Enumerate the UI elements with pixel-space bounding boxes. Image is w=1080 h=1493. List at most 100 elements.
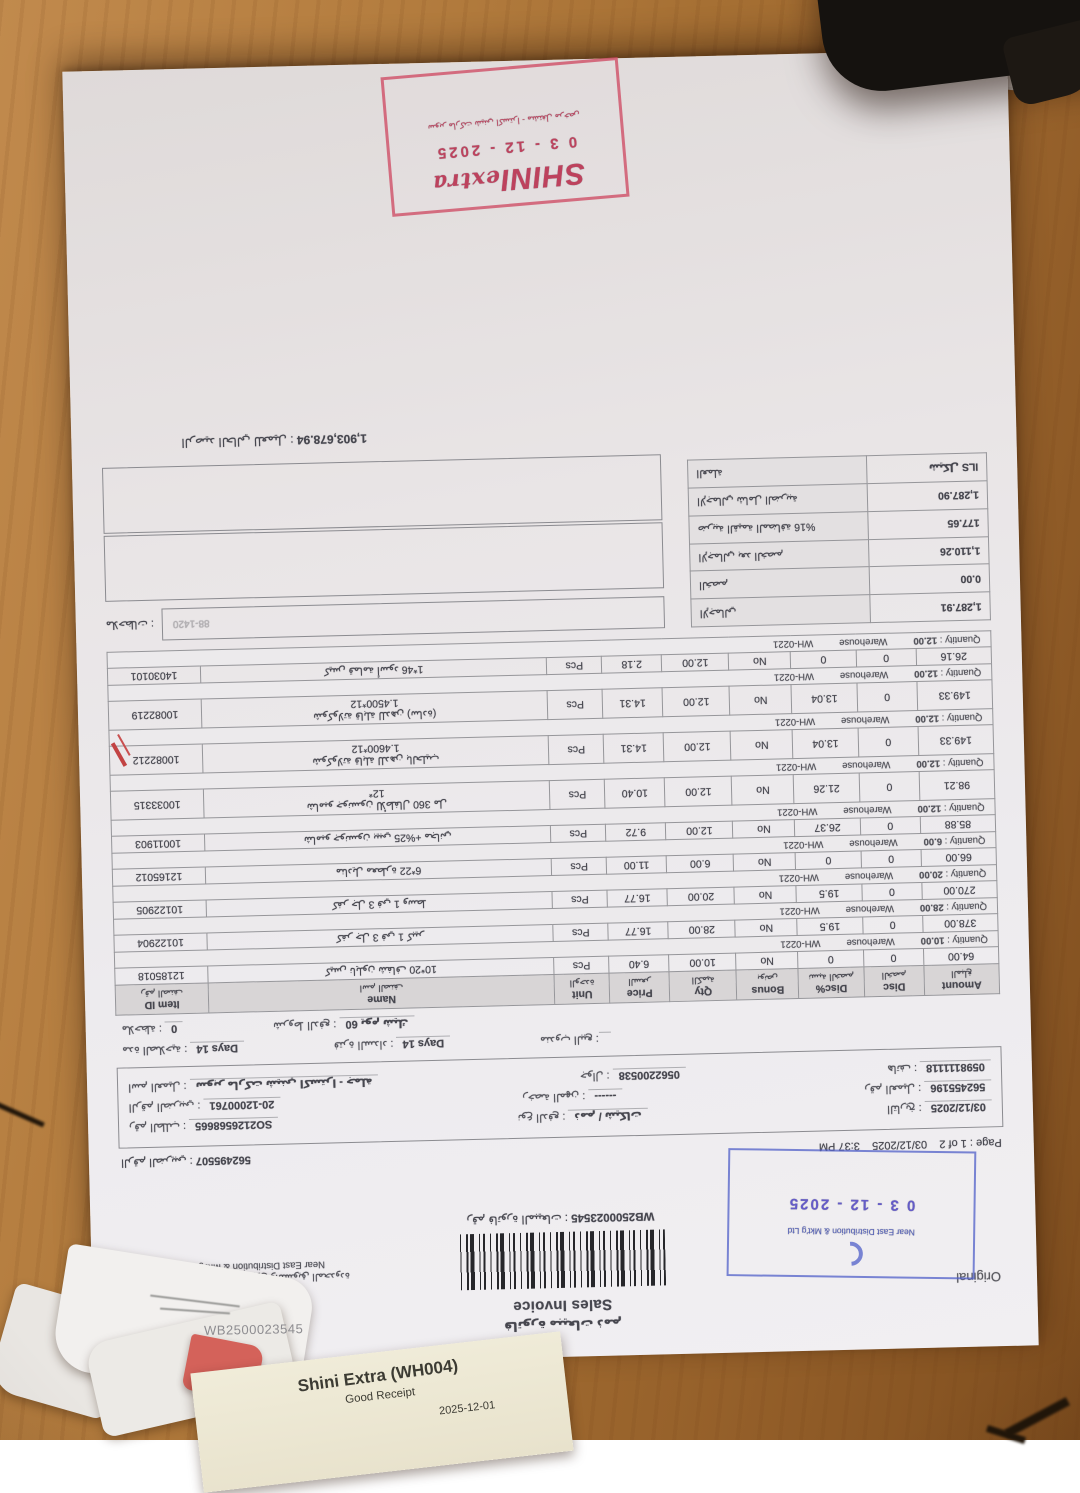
barcode: [456, 1229, 667, 1291]
term-note: ملاحظة : 0: [122, 1021, 184, 1036]
sub-qty-label: Quantity :: [939, 633, 981, 646]
stamp-brand-script: extra: [431, 164, 502, 197]
sub-qty-label: Quantity :: [943, 801, 985, 814]
cell-bonus: No: [735, 918, 798, 938]
tax-number: 562495507: [195, 1153, 251, 1167]
totals-value: 1,287.90: [867, 480, 988, 512]
cell-item-id: 10033315: [110, 789, 204, 821]
blue-company-stamp: Near East Distribution & Mkt'g Ltd 0 3 -…: [726, 1148, 977, 1280]
sub-qty: 28.00: [919, 901, 944, 914]
cell-unit: Pcs: [547, 689, 603, 720]
sub-warehouse-label: Warehouse: [839, 635, 888, 648]
col-bonus: Bonus بونص: [736, 968, 800, 1001]
cell-item-id: 10082219: [108, 699, 202, 731]
totals-label: العملة: [687, 455, 868, 488]
cell-price: 11.00: [606, 855, 667, 875]
cell-qty: 12.00: [663, 731, 732, 762]
cell-unit: Pcs: [552, 890, 608, 909]
sub-warehouse: WH-0221: [773, 670, 815, 683]
stamp-date: 0 3 - 12 - 2025: [787, 1194, 916, 1214]
col-disc: Disc الخصم: [863, 965, 925, 997]
slip-invoice-number: WB2500023545: [203, 1321, 304, 1338]
cell-amount: 270.00: [921, 880, 998, 900]
stamp-logo-icon: [833, 1236, 868, 1271]
totals-table: الإجمالي 1,287.91 الخصم 0.00 الإجمالي بع…: [687, 452, 991, 628]
sub-warehouse-label: Warehouse: [842, 758, 891, 771]
cell-amount: 149.33: [916, 679, 993, 711]
field-vat-no: الرقم الضريبي : 12000761-20: [128, 1096, 281, 1115]
cell-disc: 0: [855, 648, 917, 668]
cell-qty: 20.00: [667, 887, 735, 906]
cell-amount: 66.00: [920, 847, 997, 867]
cell-disc: 0: [856, 681, 918, 713]
notes-box: 88-1420: [161, 596, 666, 641]
balance-label: الرصيد الحالي للعميل :: [181, 433, 294, 450]
cell-item-id: 12165012: [112, 866, 206, 887]
items-table: Amount المبلغ Disc الخصم Disc% نسبة الخصم B…: [106, 630, 1000, 1016]
cell-item-id: 10122904: [113, 932, 208, 953]
totals-value: 1,110.26: [868, 536, 990, 568]
sub-warehouse: WH-0221: [775, 760, 817, 773]
cell-qty: 6.00: [666, 854, 735, 873]
page-label: Page :: [969, 1136, 1002, 1149]
col-price: Price السعر: [609, 971, 671, 1004]
cell-qty: 28.00: [668, 920, 736, 939]
customer-balance-line: الرصيد الحالي للعميل : 1,903,678.94: [101, 424, 660, 452]
notes-label: ملاحظات :: [105, 618, 155, 632]
sub-qty: 20.00: [918, 868, 943, 881]
tax-number-line: الرقم الضريبي : 562495507: [121, 1153, 251, 1169]
cell-amount: 149.33: [917, 724, 994, 756]
sub-qty: 10.00: [920, 934, 945, 947]
sub-qty-label: Quantity :: [946, 933, 988, 946]
cell-bonus: No: [728, 651, 791, 671]
cell-unit: Pcs: [546, 656, 602, 675]
cell-disc-pct: 19.5: [796, 883, 863, 903]
cell-bonus: No: [736, 951, 799, 971]
cell-disc: 0: [857, 726, 919, 757]
cell-amount: 98.21: [919, 769, 995, 801]
sub-warehouse: WH-0221: [780, 937, 821, 950]
sub-qty-label: Quantity :: [945, 867, 987, 880]
sub-qty: 12.00: [914, 667, 939, 680]
invoice-number-line: رقم فاتورة المبيعات : WB2500023545: [370, 1207, 750, 1230]
totals-value: شيكل ILS: [866, 452, 988, 484]
signature-box: [103, 522, 665, 602]
field-license: رخصة المهن : ------: [522, 1088, 623, 1104]
invoice-sheet: Original فاتورة مبيعات ذمم Sales Invoice…: [62, 48, 1039, 1369]
cell-qty: 10.00: [668, 953, 737, 972]
totals-label: الإجمالي شامل الضريبة: [688, 483, 869, 516]
cell-disc-pct: 13.04: [791, 683, 858, 714]
col-item-id: Item ID رقم الصنف: [115, 982, 209, 1016]
cell-disc-pct: 26.37: [794, 817, 861, 837]
field-date: التاريخ : 03/12/2025: [887, 1099, 992, 1116]
cell-qty: 12.00: [664, 776, 733, 807]
term-salesman: مندوب البيع :: [540, 1031, 611, 1048]
stamp-company-name: Near East Distribution & Mkt'g Ltd: [787, 1225, 915, 1238]
sub-warehouse-label: Warehouse: [840, 713, 890, 726]
cell-disc-pct: 0: [795, 850, 862, 870]
col-disc-pct: Disc% نسبة الخصم: [798, 966, 865, 999]
term-pay-terms: شروط الدفع : 60 يوم شيك: [273, 1015, 415, 1032]
notes-value: 88-1420: [172, 617, 210, 630]
sub-warehouse-label: Warehouse: [844, 869, 894, 882]
sub-qty-label: Quantity :: [940, 666, 982, 679]
cell-price: 9.72: [605, 822, 667, 842]
cell-disc: 0: [860, 849, 922, 868]
sub-qty-label: Quantity :: [942, 756, 984, 769]
cell-price: 14.31: [602, 687, 664, 719]
cell-disc-pct: 0: [790, 650, 857, 669]
cell-unit: Pcs: [551, 857, 607, 876]
cell-disc-pct: 0: [797, 949, 864, 969]
cell-amount: 64.00: [923, 946, 999, 966]
cell-amount: 26.16: [916, 646, 992, 666]
sub-warehouse-label: Warehouse: [849, 836, 898, 849]
cell-bonus: No: [732, 819, 796, 839]
sub-warehouse-label: Warehouse: [846, 935, 895, 948]
cell-unit: Pcs: [550, 824, 606, 843]
sub-qty: 6.00: [923, 835, 943, 847]
sub-warehouse: WH-0221: [772, 637, 814, 650]
field-order-no: رقم الطلب : SO2126568665: [129, 1116, 279, 1135]
cell-bonus: No: [729, 684, 793, 716]
col-amount: Amount المبلغ: [923, 963, 1000, 996]
page-number: 1 of 2: [939, 1136, 968, 1150]
